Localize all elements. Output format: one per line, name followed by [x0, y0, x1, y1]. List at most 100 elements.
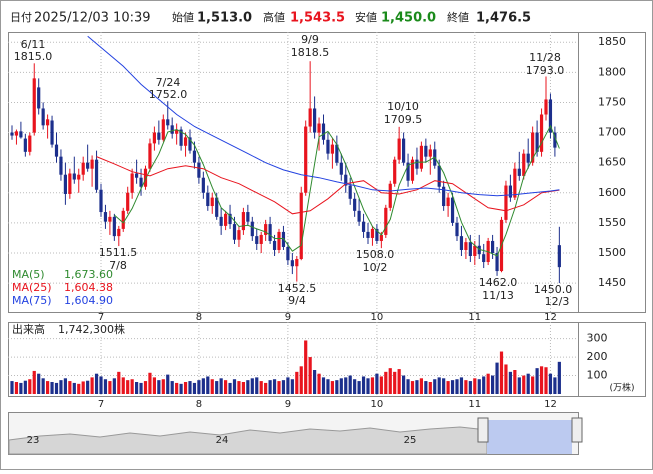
volume-bar	[366, 378, 370, 394]
volume-bar	[126, 380, 130, 394]
candle-body	[10, 132, 14, 136]
volume-title: 出来高	[12, 322, 45, 336]
volume-bar	[130, 379, 134, 394]
candle-body	[166, 119, 170, 126]
volume-bar	[535, 368, 539, 394]
candle-body	[375, 228, 379, 241]
candle-body	[517, 168, 521, 176]
volume-bar	[188, 381, 192, 394]
volume-bar	[50, 382, 54, 394]
volume-bar	[428, 382, 432, 394]
candle-body	[192, 150, 197, 163]
volume-bar	[468, 381, 472, 394]
candle-body	[152, 132, 156, 144]
candle-body	[94, 159, 99, 190]
candle-body	[526, 153, 530, 163]
legend-label: MA(5)	[12, 268, 45, 281]
volume-bar	[228, 382, 232, 394]
x-tick-label: 12	[544, 312, 557, 323]
volume-bar	[393, 371, 397, 394]
volume-bar	[517, 377, 521, 394]
open: 1,513.0	[197, 11, 252, 26]
volume-bar	[330, 381, 334, 394]
legend-value: 1,604.38	[64, 281, 113, 294]
label: 始値	[172, 10, 194, 24]
legend-value: 1,604.90	[64, 294, 113, 307]
candle-body	[442, 186, 446, 207]
volume-bar	[531, 376, 535, 394]
candle-body	[237, 230, 241, 240]
x-tick-label: 11	[468, 312, 481, 323]
candle-body	[99, 189, 103, 213]
candle-body	[406, 162, 410, 181]
close: 1,476.5	[476, 11, 531, 26]
volume-bar	[384, 371, 388, 394]
candle-body	[531, 132, 535, 163]
candle-body	[112, 216, 116, 237]
volume-label-bg	[9, 323, 133, 337]
candle-body	[277, 231, 281, 250]
volume-bar	[28, 379, 32, 394]
candle-body	[41, 108, 45, 126]
navigator-label: 23	[27, 435, 40, 446]
volume-bar	[361, 376, 366, 394]
volume-bar	[433, 379, 437, 394]
volume-bar	[317, 373, 321, 394]
volume-bar	[90, 377, 94, 394]
annotation-value: 1452.5	[278, 282, 317, 295]
candle-body	[264, 224, 268, 235]
volume-bar	[477, 379, 481, 394]
candle-body	[419, 145, 423, 169]
navigator-handle[interactable]	[477, 417, 489, 443]
candle-body	[522, 153, 526, 176]
volume-bar	[135, 382, 139, 394]
candle-body	[437, 165, 441, 187]
volume-bar	[99, 376, 103, 394]
candle-body	[77, 174, 81, 180]
annotation-value: 1752.0	[149, 88, 188, 101]
header: 日付 2025/12/03 10:39 始値 1,513.0 高値 1,543.…	[10, 10, 531, 26]
volume-bar	[117, 371, 121, 394]
volume-bar	[63, 378, 67, 394]
volume-bar	[10, 381, 14, 394]
candle-body	[317, 123, 321, 133]
volume-bar	[232, 379, 237, 394]
volume-bar	[504, 364, 508, 394]
candle-body	[23, 138, 27, 152]
volume-bar	[192, 382, 197, 394]
volume-bar	[210, 379, 214, 394]
volume-bar	[241, 382, 245, 394]
annotation-date: 10/2	[363, 261, 388, 274]
y-tick-label: 1700	[598, 126, 626, 139]
volume-bar	[295, 371, 299, 394]
volume-bar	[277, 381, 281, 394]
ma-line	[96, 156, 560, 215]
volume-bar	[339, 378, 343, 394]
volume-bar	[357, 381, 361, 394]
volume-bar	[459, 377, 464, 394]
y-tick-label: 1800	[598, 65, 626, 78]
label: 日付	[10, 11, 32, 24]
candle-body	[86, 162, 90, 169]
volume-bar	[37, 373, 41, 394]
navigator[interactable]	[8, 412, 583, 455]
navigator-handle[interactable]	[571, 417, 583, 443]
annotation-value: 1815.0	[14, 50, 53, 63]
x-tick-label: 11	[468, 399, 481, 410]
annotation-value: 1508.0	[356, 248, 395, 261]
volume-bar	[299, 366, 303, 394]
candle-body	[535, 132, 539, 152]
candle-body	[228, 213, 232, 225]
candle-body	[281, 231, 286, 247]
x-tick-label: 12	[544, 399, 557, 410]
candle-body	[175, 129, 179, 134]
unit: (万株)	[609, 382, 634, 394]
volume-bar	[237, 381, 241, 394]
legend-label: MA(25)	[12, 281, 52, 294]
navigator-selection[interactable]	[487, 420, 572, 454]
annotation-date: 7/8	[109, 259, 127, 272]
volume-bar	[464, 380, 468, 394]
volume-bar	[19, 382, 23, 394]
volume-bar	[197, 380, 201, 394]
candle-body	[446, 197, 450, 207]
